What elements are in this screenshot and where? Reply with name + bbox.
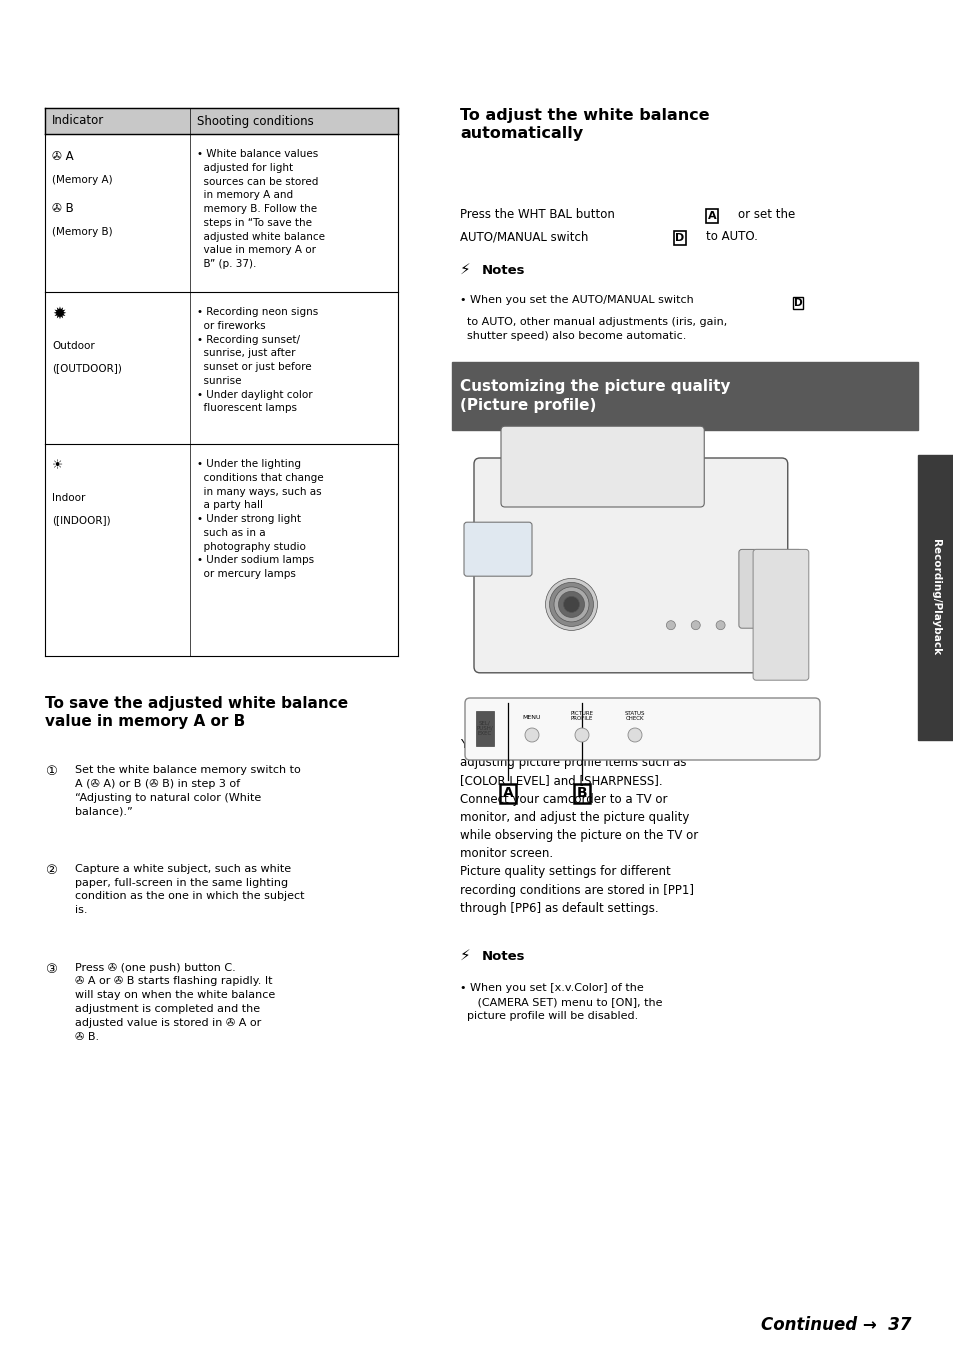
Text: or set the: or set the	[738, 208, 795, 221]
Text: To save the adjusted white balance
value in memory A or B: To save the adjusted white balance value…	[45, 696, 348, 729]
Circle shape	[627, 727, 641, 742]
FancyBboxPatch shape	[752, 550, 808, 680]
Text: MENU: MENU	[522, 715, 540, 721]
Text: A: A	[707, 210, 716, 221]
FancyBboxPatch shape	[500, 426, 703, 508]
Text: You can customize the picture quality by
adjusting picture profile items such as: You can customize the picture quality by…	[459, 738, 700, 915]
Text: to AUTO, other manual adjustments (iris, gain,
  shutter speed) also become auto: to AUTO, other manual adjustments (iris,…	[459, 318, 726, 341]
Text: • Under the lighting
  conditions that change
  in many ways, such as
  a party : • Under the lighting conditions that cha…	[196, 459, 323, 579]
Circle shape	[545, 578, 597, 631]
Bar	[476, 711, 494, 746]
Text: ⚡: ⚡	[459, 949, 470, 963]
Text: Capture a white subject, such as white
paper, full-screen in the same lighting
c: Capture a white subject, such as white p…	[75, 864, 304, 916]
Text: Indoor: Indoor	[52, 493, 85, 503]
Text: Continued →  37: Continued → 37	[760, 1316, 911, 1334]
Circle shape	[524, 727, 538, 742]
Text: ⚡: ⚡	[459, 262, 470, 277]
Text: Press ✇ (one push) button C.
✇ A or ✇ B starts flashing rapidly. It
will stay on: Press ✇ (one push) button C. ✇ A or ✇ B …	[75, 962, 275, 1042]
Text: STATUS
CHECK: STATUS CHECK	[624, 711, 644, 722]
Text: D: D	[675, 233, 684, 243]
Text: ②: ②	[45, 864, 57, 877]
Text: • White balance values
  adjusted for light
  sources can be stored
  in memory : • White balance values adjusted for ligh…	[196, 149, 325, 269]
FancyBboxPatch shape	[474, 459, 787, 673]
Circle shape	[716, 620, 724, 630]
Bar	[45, 109, 397, 134]
Text: Shooting conditions: Shooting conditions	[196, 114, 314, 128]
Text: (Memory B): (Memory B)	[52, 227, 112, 237]
Text: ([OUTDOOR]): ([OUTDOOR])	[52, 364, 122, 373]
FancyBboxPatch shape	[739, 550, 801, 628]
Text: • When you set [x.v.Color] of the
     (CAMERA SET) menu to [ON], the
  picture : • When you set [x.v.Color] of the (CAMER…	[459, 982, 661, 1020]
Text: ✹: ✹	[52, 305, 66, 323]
Circle shape	[691, 620, 700, 630]
Text: B: B	[576, 786, 587, 801]
Text: Customizing the picture quality
(Picture profile): Customizing the picture quality (Picture…	[459, 379, 730, 413]
Text: PICTURE
PROFILE: PICTURE PROFILE	[570, 711, 593, 722]
FancyBboxPatch shape	[463, 522, 532, 577]
Text: ✇ B: ✇ B	[52, 201, 73, 214]
Circle shape	[575, 727, 588, 742]
Text: Recording/Playback: Recording/Playback	[930, 540, 940, 655]
Text: D: D	[793, 299, 801, 308]
Circle shape	[563, 596, 578, 612]
Bar	[452, 362, 917, 430]
Text: SEL/
PUSH/
EXEC: SEL/ PUSH/ EXEC	[476, 721, 493, 735]
FancyBboxPatch shape	[464, 697, 820, 760]
Text: Outdoor: Outdoor	[52, 341, 94, 351]
Text: • When you set the AUTO/MANUAL switch: • When you set the AUTO/MANUAL switch	[459, 294, 693, 305]
Text: (Memory A): (Memory A)	[52, 175, 112, 185]
Circle shape	[558, 592, 584, 617]
Circle shape	[666, 620, 675, 630]
Text: A: A	[502, 786, 513, 801]
Bar	[917, 455, 953, 740]
Text: ([INDOOR]): ([INDOOR])	[52, 516, 111, 525]
Text: Notes: Notes	[481, 950, 525, 963]
Text: Press the WHT BAL button: Press the WHT BAL button	[459, 208, 615, 221]
Text: ③: ③	[45, 962, 57, 976]
Text: to AUTO.: to AUTO.	[705, 229, 757, 243]
Text: To adjust the white balance
automatically: To adjust the white balance automaticall…	[459, 109, 709, 141]
Text: • Recording neon signs
  or fireworks
• Recording sunset/
  sunrise, just after
: • Recording neon signs or fireworks • Re…	[196, 307, 318, 414]
Circle shape	[554, 586, 588, 622]
Text: ✇ A: ✇ A	[52, 149, 73, 163]
Text: Set the white balance memory switch to
A (✇ A) or B (✇ B) in step 3 of
“Adjustin: Set the white balance memory switch to A…	[75, 765, 300, 817]
Circle shape	[549, 582, 593, 627]
Text: Notes: Notes	[481, 265, 525, 277]
Text: ①: ①	[45, 765, 57, 778]
Text: Indicator: Indicator	[52, 114, 104, 128]
Text: ☀: ☀	[52, 460, 63, 472]
Text: AUTO/MANUAL switch: AUTO/MANUAL switch	[459, 229, 588, 243]
